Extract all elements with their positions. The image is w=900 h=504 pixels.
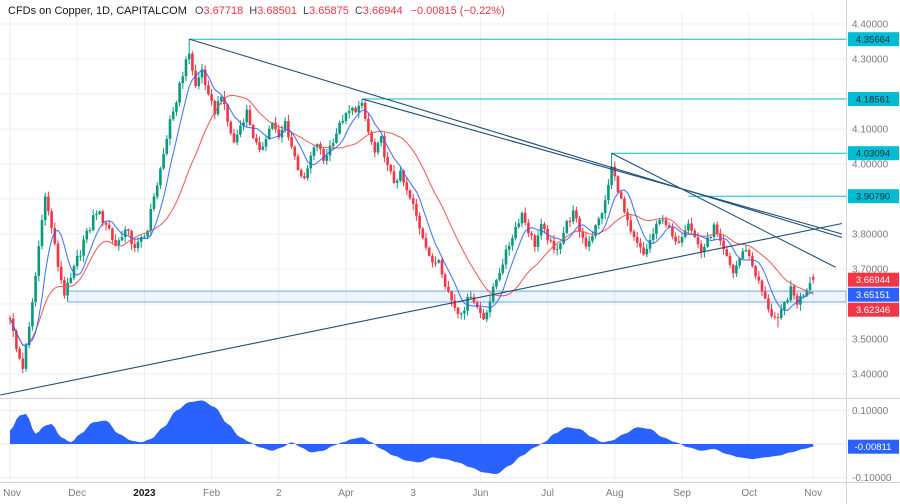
svg-text:2: 2: [276, 488, 282, 499]
axis-badges: 4.35664 4.18561 4.03094 3.90790 3.66944 3.651…: [848, 32, 899, 454]
svg-text:3.66944: 3.66944: [856, 275, 890, 286]
support-zone[interactable]: [67, 290, 846, 303]
svg-text:Nov: Nov: [3, 488, 21, 499]
svg-text:3.65151: 3.65151: [856, 290, 890, 301]
svg-text:Nov: Nov: [804, 488, 822, 499]
svg-text:Jun: Jun: [472, 488, 488, 499]
svg-text:Oct: Oct: [741, 488, 757, 499]
svg-text:0.10000: 0.10000: [852, 406, 889, 417]
svg-text:4.00000: 4.00000: [852, 160, 889, 171]
time-scale[interactable]: Nov Dec 2023 Feb 2 Apr 3 Jun Jul Aug Sep Oct Nov: [3, 488, 822, 499]
price-change: −0.00815 (−0.22%): [410, 5, 505, 17]
svg-text:3.80000: 3.80000: [852, 230, 889, 241]
chart-legend[interactable]: CFDs on Copper, 1D, CAPITALCOM O3.67718 …: [8, 5, 505, 17]
ohlc-low: L3.65875: [302, 5, 349, 17]
svg-text:4.18561: 4.18561: [856, 95, 890, 106]
symbol-title[interactable]: CFDs on Copper, 1D, CAPITALCOM: [8, 5, 187, 17]
ohlc-open: O3.67718: [194, 5, 244, 17]
svg-text:Feb: Feb: [203, 488, 221, 499]
support-price-badge: 3.62346: [848, 302, 899, 317]
horizontal-levels[interactable]: [189, 38, 846, 197]
level-price-badge: 3.90790: [848, 189, 899, 204]
indicator-histogram: [10, 400, 814, 475]
last-price-badge: 3.66944: [848, 272, 899, 287]
grid-lines: [0, 12, 846, 482]
ma-fast-line[interactable]: [9, 69, 814, 346]
ohlc-high: H3.68501: [249, 5, 297, 17]
svg-text:Apr: Apr: [338, 488, 354, 499]
svg-text:4.40000: 4.40000: [852, 20, 889, 31]
svg-text:3.40000: 3.40000: [852, 370, 889, 381]
level-price-badge: 4.03094: [848, 146, 899, 161]
svg-text:3.90790: 3.90790: [856, 192, 890, 203]
price-scale-bg: [847, 0, 900, 504]
level-price-badge: 4.35664: [848, 32, 899, 47]
level-price-badge: 4.18561: [848, 92, 899, 106]
svg-text:3: 3: [410, 488, 416, 499]
svg-text:2023: 2023: [133, 488, 156, 499]
svg-text:4.35664: 4.35664: [856, 35, 890, 46]
svg-text:Aug: Aug: [606, 488, 624, 499]
svg-text:3.50000: 3.50000: [852, 335, 889, 346]
svg-text:4.10000: 4.10000: [852, 125, 889, 136]
price-scale[interactable]: 4.40000 4.30000 4.10000 4.00000 3.80000 3.700…: [852, 20, 892, 485]
candlestick-series: [8, 39, 815, 374]
svg-text:4.03094: 4.03094: [856, 149, 890, 160]
ohlc-close: C3.66944: [354, 5, 403, 17]
svg-text:4.30000: 4.30000: [852, 55, 889, 66]
trendlines[interactable]: [0, 38, 843, 396]
ma-slow-line[interactable]: [9, 94, 814, 346]
svg-text:-0.10000: -0.10000: [852, 473, 892, 484]
indicator-value-badge: -0.00811: [848, 439, 899, 454]
svg-text:Dec: Dec: [68, 488, 86, 499]
ma-value-badge: 3.65151: [848, 287, 899, 302]
svg-text:-0.00811: -0.00811: [855, 442, 892, 453]
svg-text:Sep: Sep: [673, 488, 691, 499]
svg-text:Jul: Jul: [541, 488, 554, 499]
svg-text:3.70000: 3.70000: [852, 265, 889, 276]
svg-text:3.62346: 3.62346: [856, 305, 890, 316]
